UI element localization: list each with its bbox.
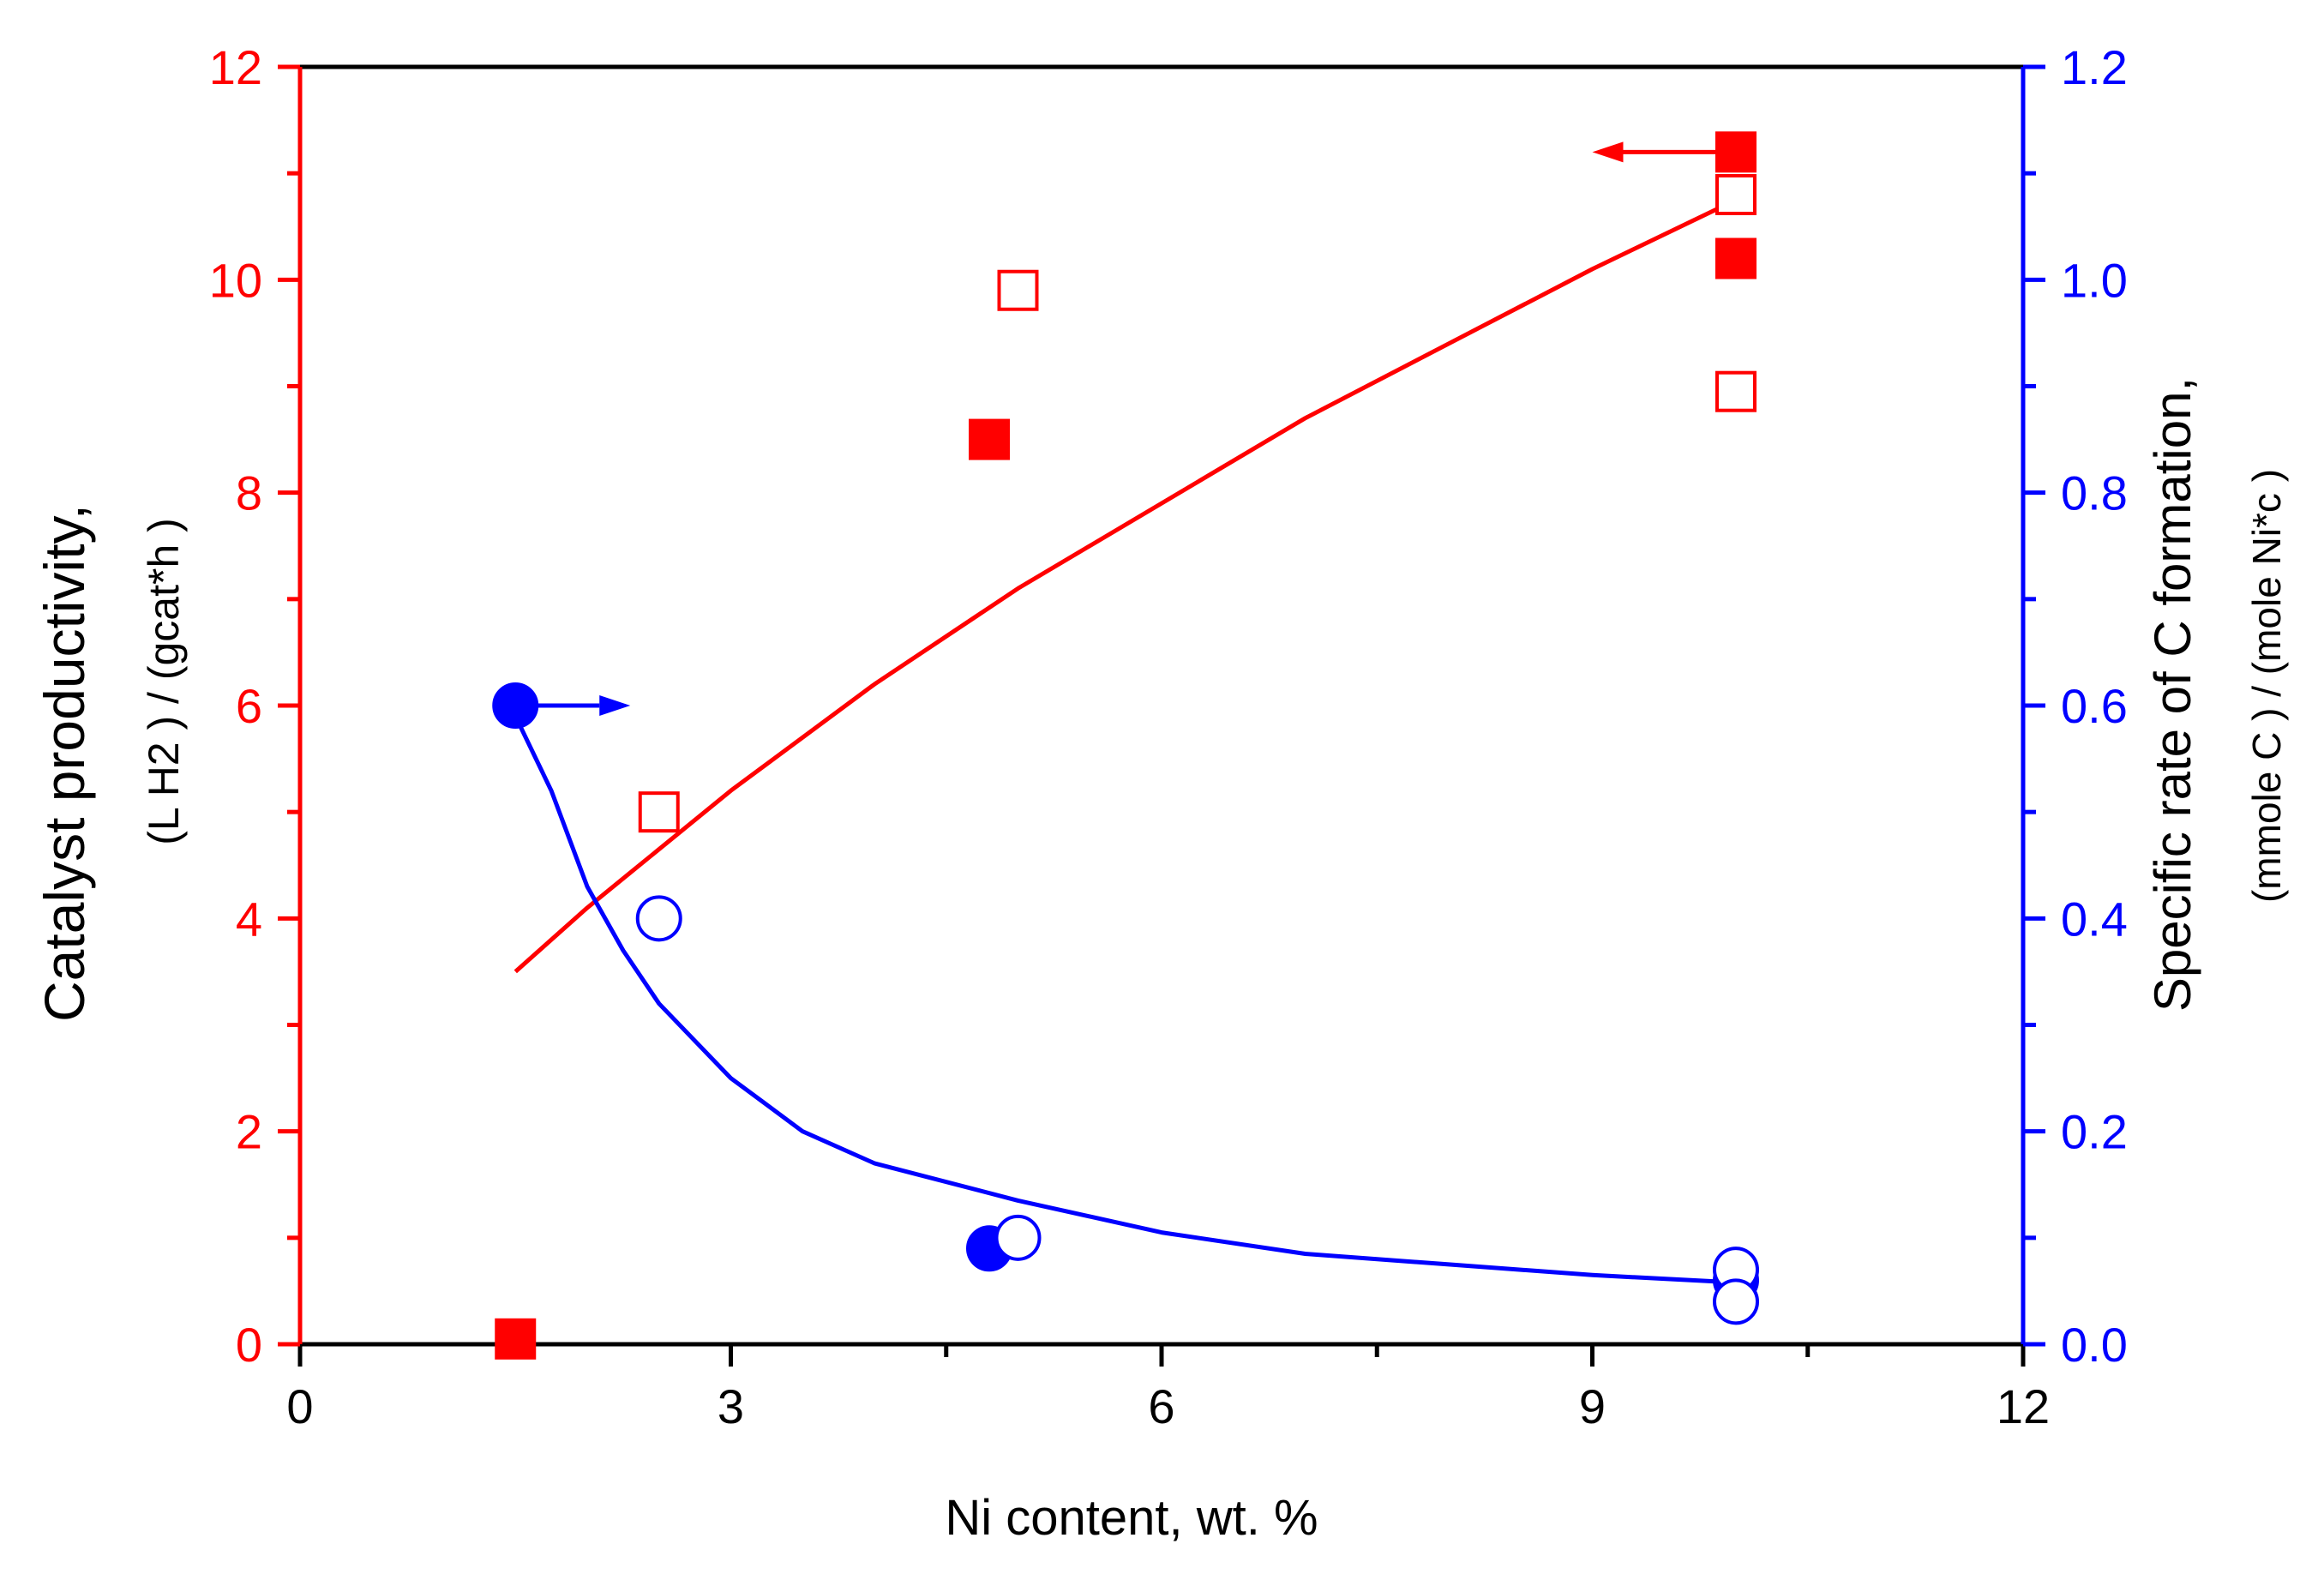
y-right-tick-label: 1.2	[2061, 40, 2128, 94]
y-left-tick-label: 6	[236, 679, 262, 733]
y-right-tick-label: 0.8	[2061, 466, 2128, 520]
filled-square-point	[495, 1318, 537, 1360]
fit-curve-right	[513, 715, 1737, 1285]
y-left-tick-label: 8	[236, 466, 262, 520]
y-right-tick-label: 0.0	[2061, 1318, 2128, 1372]
y-right-tick-label: 0.2	[2061, 1105, 2128, 1159]
y-right-axis-units: (mmole C ) / (mole Ni*c )	[2244, 469, 2289, 903]
y-left-tick-label: 2	[236, 1105, 262, 1159]
y-left-tick-label: 0	[236, 1318, 262, 1372]
open-square-point	[1715, 370, 1757, 412]
open-square-point	[638, 791, 680, 833]
x-tick-label: 12	[1997, 1379, 2050, 1433]
y-left-tick-label: 10	[209, 253, 262, 307]
open-circle-point	[1713, 1278, 1759, 1325]
x-tick-label: 6	[1148, 1379, 1174, 1433]
open-square-point	[997, 269, 1039, 311]
open-square-point	[1715, 174, 1757, 215]
filled-square-point	[1715, 237, 1757, 279]
y-right-axis-title: Specific rate of C formation,	[2144, 377, 2201, 1012]
arrow-left-head	[1592, 141, 1624, 163]
axis-indicator-arrows	[515, 141, 1736, 716]
y-left-axis-units: (L H2 ) / (gcat*h )	[140, 518, 188, 845]
fit-curves	[513, 197, 1738, 1285]
y-left-tick-label: 4	[236, 892, 262, 946]
y-right-title-main: Specific rate of C formation,	[2144, 377, 2201, 1012]
filled-square-point	[969, 418, 1010, 460]
open-circle-point	[994, 1214, 1042, 1261]
x-tick-label: 3	[718, 1379, 744, 1433]
x-tick-label: 0	[286, 1379, 313, 1433]
x-tick-label: 9	[1579, 1379, 1606, 1433]
arrow-right-head	[599, 695, 631, 716]
y-left-title-main: Catalyst productivity,	[33, 504, 96, 1022]
y-right-title-units: (mmole C ) / (mole Ni*c )	[2244, 469, 2289, 903]
y-right-tick-label: 0.6	[2061, 679, 2128, 733]
y-left-axis-title: Catalyst productivity,	[33, 504, 96, 1022]
x-axis-title: Ni content, wt. %	[945, 1490, 1318, 1546]
data-points	[492, 131, 1759, 1360]
y-left-title-units: (L H2 ) / (gcat*h )	[140, 518, 188, 845]
y-left-tick-label: 12	[209, 40, 262, 94]
y-right-tick-label: 1.0	[2061, 253, 2128, 307]
fit-curve-left	[513, 197, 1738, 974]
y-right-tick-label: 0.4	[2061, 892, 2128, 946]
open-circle-point	[635, 895, 682, 942]
